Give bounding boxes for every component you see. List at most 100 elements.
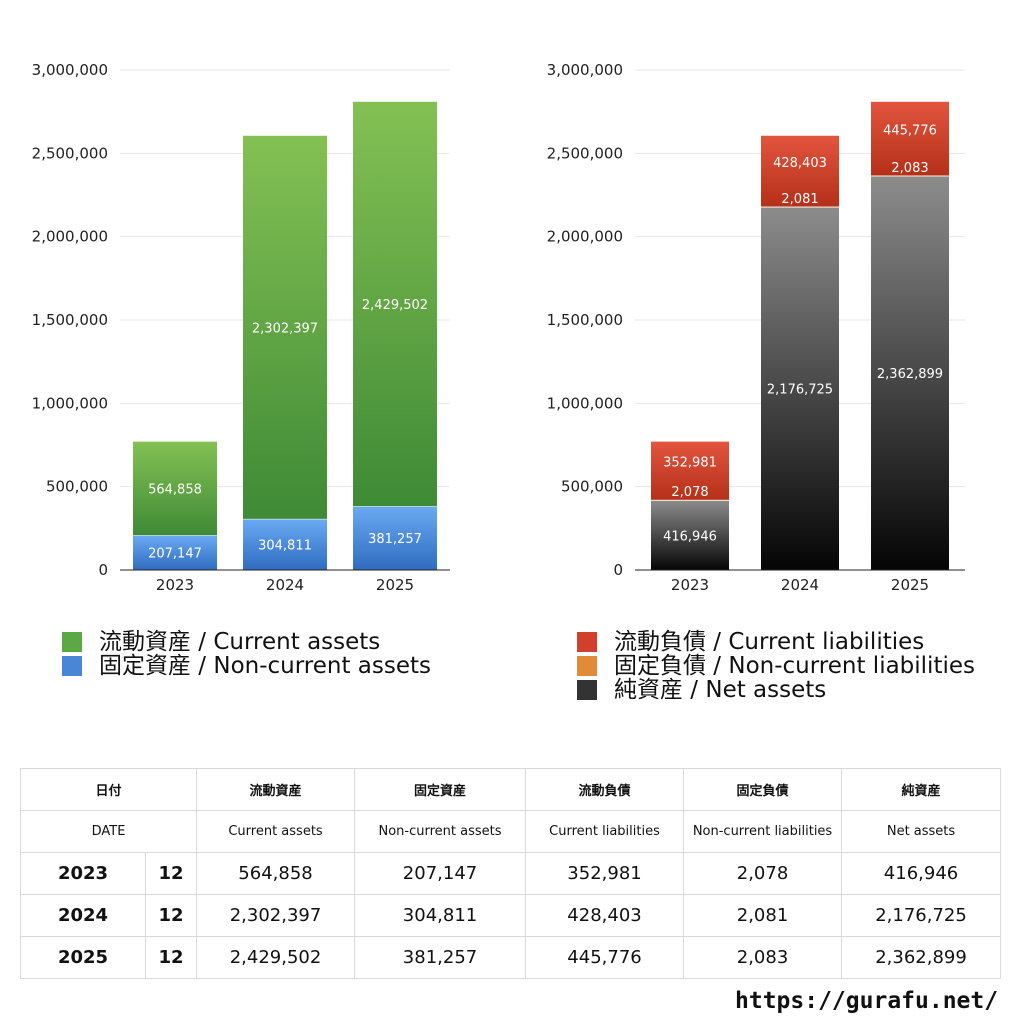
y-tick-label: 2,500,000 (32, 144, 108, 162)
y-tick-label: 0 (98, 561, 108, 579)
cell-current-liabilities: 445,776 (525, 936, 685, 979)
y-tick-label: 2,000,000 (32, 228, 108, 246)
legend-item: 固定資産 / Non-current assets (62, 654, 431, 678)
data-label: 352,981 (663, 456, 717, 471)
legend-label: 流動負債 / Current liabilities (614, 629, 925, 655)
table-row: 2023 12 564,858 207,147 352,981 2,078 41… (20, 852, 1002, 895)
cell-net-assets: 416,946 (841, 852, 1002, 895)
bar-segment (133, 441, 217, 536)
cell-noncurrent-assets: 381,257 (354, 936, 527, 979)
row-month: 12 (144, 894, 198, 937)
x-tick-label: 2025 (891, 576, 929, 594)
data-label: 2,429,502 (362, 298, 428, 313)
bar-segment (243, 519, 327, 570)
table-header-jp: 日付 流動資産 固定資産 流動負債 固定負債 純資産 (19, 768, 1002, 811)
cell-net-assets: 2,176,725 (841, 894, 1002, 937)
row-year: 2024 (20, 894, 146, 937)
row-month: 12 (144, 852, 198, 895)
cell-noncurrent-liabilities: 2,083 (683, 936, 843, 979)
legend-swatch (577, 680, 597, 700)
row-year: 2023 (20, 852, 146, 895)
legend-item: 固定負債 / Non-current liabilities (577, 654, 975, 678)
legend-swatch (62, 632, 82, 652)
x-tick-label: 2024 (781, 576, 819, 594)
cell-noncurrent-assets: 207,147 (354, 852, 527, 895)
legend-swatch (577, 656, 597, 676)
bar-segment (353, 101, 437, 507)
data-label: 207,147 (148, 547, 202, 562)
legend-label: 固定資産 / Non-current assets (99, 653, 432, 679)
cell-noncurrent-liabilities: 2,078 (683, 852, 843, 895)
site-url[interactable]: https://gurafu.net/ (735, 988, 999, 1014)
header-noncurrent-liabilities-en: Non-current liabilities (683, 810, 843, 853)
cell-current-assets: 2,302,397 (196, 894, 356, 937)
legend-item: 純資産 / Net assets (577, 678, 975, 702)
data-label: 564,858 (148, 482, 202, 497)
cell-net-assets: 2,362,899 (841, 936, 1002, 979)
data-label: 428,403 (773, 156, 827, 171)
bar-segment (871, 101, 949, 176)
header-current-assets-jp: 流動資産 (196, 768, 356, 811)
bar-segment (243, 135, 327, 520)
cell-noncurrent-liabilities: 2,081 (683, 894, 843, 937)
legend-label: 流動資産 / Current assets (99, 629, 381, 655)
y-tick-label: 3,000,000 (32, 61, 108, 79)
data-label: 2,176,725 (767, 383, 833, 398)
header-current-liabilities-en: Current liabilities (525, 810, 685, 853)
legend-item: 流動負債 / Current liabilities (577, 630, 975, 654)
legend-liabilities: 流動負債 / Current liabilities 固定負債 / Non-cur… (577, 630, 975, 702)
data-label: 2,078 (671, 485, 708, 500)
row-month: 12 (144, 936, 198, 979)
data-label: 2,362,899 (877, 367, 943, 382)
header-current-liabilities-jp: 流動負債 (525, 768, 685, 811)
legend-label: 純資産 / Net assets (614, 677, 827, 703)
x-tick-label: 2023 (156, 576, 194, 594)
data-label: 2,081 (781, 192, 818, 207)
charts-area: 0 500,000 1,000,000 1,500,000 2,000,000 2,500… (32, 61, 965, 594)
x-tick-label: 2025 (376, 576, 414, 594)
legend-assets: 流動資産 / Current assets 固定資産 / Non-current … (62, 630, 431, 678)
header-date-jp: 日付 (19, 768, 198, 811)
data-label: 2,302,397 (252, 321, 318, 336)
header-noncurrent-assets-en: Non-current assets (354, 810, 527, 853)
bar-segment (651, 441, 729, 501)
legend-swatch (577, 632, 597, 652)
bar-segment (761, 135, 839, 207)
table-row: 2024 12 2,302,397 304,811 428,403 2,081 … (20, 894, 1002, 937)
data-label: 381,257 (368, 532, 422, 547)
data-label: 445,776 (883, 124, 937, 139)
data-label: 416,946 (663, 529, 717, 544)
y-tick-label: 500,000 (561, 478, 623, 496)
table-row: 2025 12 2,429,502 381,257 445,776 2,083 … (20, 936, 1002, 979)
bar-segment (871, 176, 949, 570)
x-tick-label: 2023 (671, 576, 709, 594)
header-net-assets-en: Net assets (841, 810, 1002, 853)
legend-item: 流動資産 / Current assets (62, 630, 431, 654)
legend-swatch (62, 656, 82, 676)
header-noncurrent-liabilities-jp: 固定負債 (683, 768, 843, 811)
row-year: 2025 (20, 936, 146, 979)
x-tick-label: 2024 (266, 576, 304, 594)
bar-segment (761, 207, 839, 570)
financial-table: 日付 流動資産 固定資産 流動負債 固定負債 純資産 DATE Current … (19, 768, 1002, 979)
y-tick-label: 2,500,000 (547, 144, 623, 162)
legend-label: 固定負債 / Non-current liabilities (614, 653, 975, 679)
cell-current-assets: 2,429,502 (196, 936, 356, 979)
header-net-assets-jp: 純資産 (841, 768, 1002, 811)
y-tick-label: 1,500,000 (547, 311, 623, 329)
cell-noncurrent-assets: 304,811 (354, 894, 527, 937)
y-tick-label: 0 (613, 561, 623, 579)
y-tick-label: 1,000,000 (32, 394, 108, 412)
cell-current-liabilities: 352,981 (525, 852, 685, 895)
cell-current-liabilities: 428,403 (525, 894, 685, 937)
bar-segment (353, 506, 437, 570)
y-tick-label: 1,500,000 (32, 311, 108, 329)
data-label: 304,811 (258, 539, 312, 554)
bar-segment (651, 500, 729, 570)
table-header-en: DATE Current assets Non-current assets C… (19, 810, 1002, 853)
header-date-en: DATE (19, 810, 198, 853)
header-noncurrent-assets-jp: 固定資産 (354, 768, 527, 811)
bar-segment (133, 535, 217, 570)
y-tick-label: 500,000 (46, 478, 108, 496)
y-tick-label: 2,000,000 (547, 228, 623, 246)
